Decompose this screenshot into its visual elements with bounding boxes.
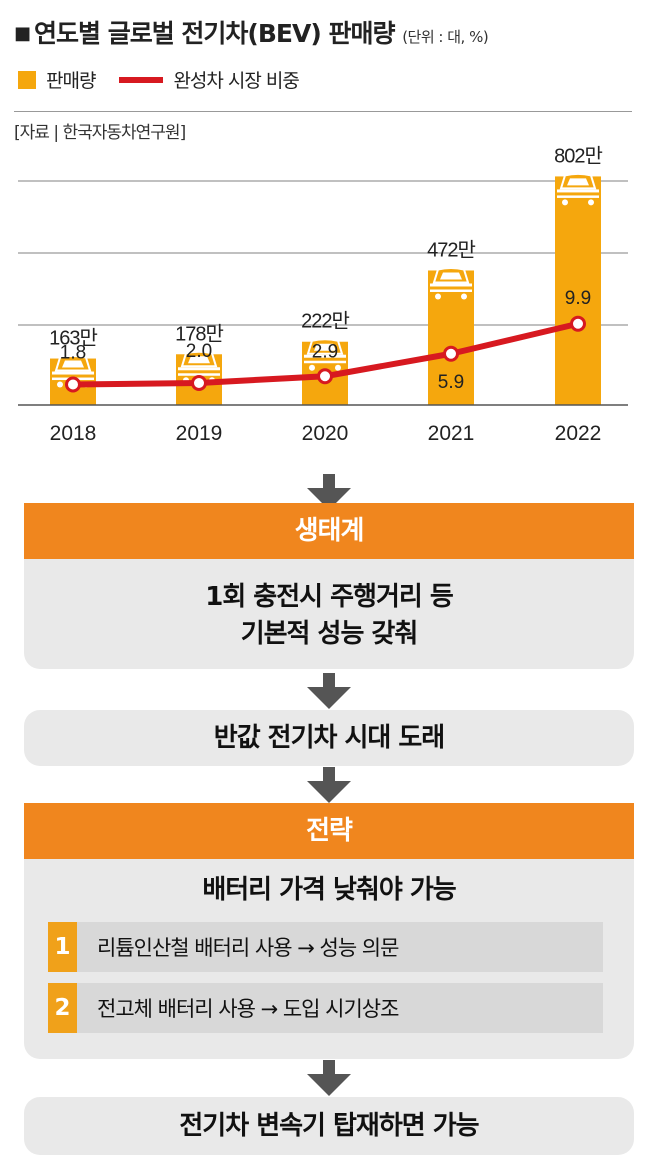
legend: 판매량 완성차 시장 비중 — [18, 66, 300, 93]
share-point — [65, 376, 81, 393]
source-label: [자료 | 한국자동차연구원] — [14, 123, 186, 143]
share-point — [317, 368, 333, 385]
bar-value-label: 802만 — [554, 144, 602, 167]
half-price-text: 반값 전기차 시대 도래 — [213, 723, 445, 753]
down-arrow-icon — [307, 767, 351, 803]
ecosystem-heading: 생태계 — [24, 503, 634, 559]
share-value-label: 2.9 — [312, 341, 338, 362]
bar-value-label: 178만 — [175, 322, 223, 345]
x-tick-label: 2020 — [302, 422, 349, 445]
share-point — [443, 345, 459, 362]
legend-line-swatch — [119, 76, 164, 83]
bar — [428, 270, 474, 405]
x-tick-label: 2021 — [428, 422, 475, 445]
share-point — [191, 375, 207, 391]
item-text-1: 리튬인산철 배터리 사용 → 성능 의문 — [97, 936, 399, 960]
down-arrow-icon — [307, 1060, 351, 1096]
bar-value-label: 163만 — [49, 327, 97, 350]
car-icon — [430, 266, 472, 300]
x-tick-label: 2018 — [50, 422, 97, 445]
car-icon — [304, 338, 346, 371]
strategy-item-2: 2 전고체 배터리 사용 → 도입 시기상조 — [48, 983, 603, 1033]
item-text-2: 전고체 배터리 사용 → 도입 시기상조 — [97, 997, 399, 1021]
item-number-1: 1 — [48, 922, 77, 972]
ecosystem-box: 생태계 1회 충전시 주행거리 등 기본적 성능 갖춰 — [24, 503, 634, 669]
chart-svg: 163만 178만 222만 472만 802만 1.8 2.0 2.9 5.9 9.9 2018 2… — [18, 144, 628, 445]
title-square-icon: ■ — [14, 23, 31, 44]
title-text: 연도별 글로벌 전기차(BEV) 판매량 — [34, 19, 395, 48]
strategy-subtitle: 배터리 가격 낮춰야 가능 — [202, 875, 456, 905]
half-price-box: 반값 전기차 시대 도래 — [24, 710, 634, 766]
x-tick-label: 2019 — [176, 422, 223, 445]
header-divider — [14, 111, 632, 112]
strategy-item-1: 1 리튬인산철 배터리 사용 → 성능 의문 — [48, 922, 603, 972]
legend-bar-label: 판매량 — [46, 70, 96, 92]
strategy-heading: 전략 — [24, 803, 634, 859]
down-arrow-icon — [307, 673, 351, 709]
share-point — [570, 315, 586, 332]
bar — [555, 176, 601, 405]
bar-value-label: 222만 — [301, 310, 349, 333]
down-arrow-icon — [307, 474, 351, 510]
share-value-label: 5.9 — [438, 372, 464, 393]
legend-bar-swatch — [18, 70, 36, 89]
ecosystem-text: 1회 충전시 주행거리 등 기본적 성능 갖춰 — [24, 579, 634, 653]
ecosystem-line-2: 기본적 성능 갖춰 — [240, 619, 419, 649]
legend-line-label: 완성차 시장 비중 — [173, 70, 299, 92]
share-value-label: 2.0 — [186, 341, 212, 362]
x-tick-label: 2022 — [555, 422, 602, 445]
unit-label: (단위 : 대, %) — [402, 28, 489, 46]
chart-title: ■ 연도별 글로벌 전기차(BEV) 판매량 (단위 : 대, %) — [14, 14, 489, 50]
share-value-label: 9.9 — [565, 288, 591, 309]
share-value-label: 1.8 — [60, 343, 86, 364]
final-box: 전기차 변속기 탑재하면 가능 — [24, 1097, 634, 1155]
bar-value-label: 472만 — [427, 238, 475, 261]
item-number-2: 2 — [48, 983, 77, 1033]
car-icon — [557, 172, 599, 206]
ecosystem-line-1: 1회 충전시 주행거리 등 — [205, 582, 454, 612]
final-text: 전기차 변속기 탑재하면 가능 — [179, 1111, 479, 1141]
